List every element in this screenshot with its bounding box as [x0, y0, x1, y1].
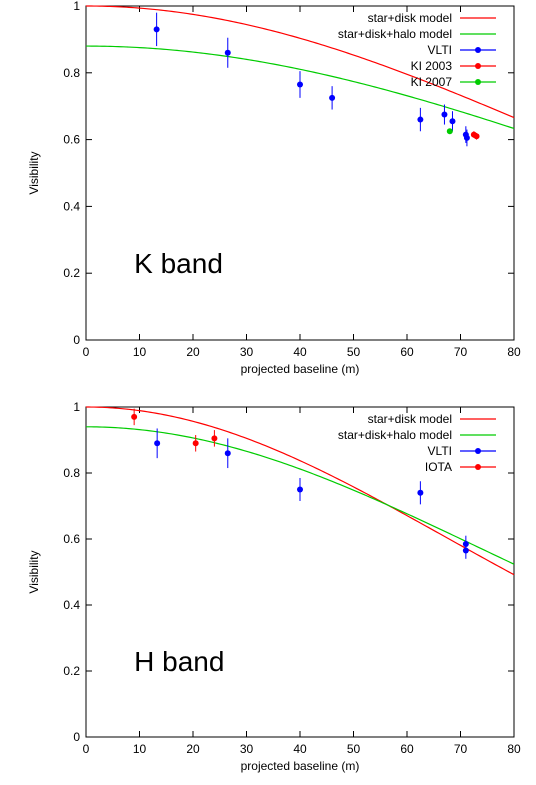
x-axis-label: projected baseline (m): [241, 362, 360, 376]
x-tick-label: 50: [347, 742, 361, 756]
y-tick-label: 0.6: [63, 133, 80, 147]
data-point-ki-2007: [446, 128, 453, 135]
model-curve-star-disk: [85, 406, 515, 576]
legend-marker: [475, 448, 481, 454]
y-tick-label: 0.2: [63, 664, 80, 678]
legend-label: IOTA: [425, 460, 452, 474]
data-point-vlti: [329, 94, 336, 101]
y-axis-label: Visibility: [27, 151, 41, 194]
y-tick-label: 1: [73, 400, 80, 414]
legend-label: VLTI: [428, 444, 452, 458]
model-curve-star-disk: [85, 5, 515, 119]
legend-marker: [475, 464, 481, 470]
legend-marker: [475, 79, 481, 85]
y-tick-label: 0: [73, 730, 80, 744]
data-point-vlti: [224, 49, 231, 56]
data-point-vlti: [449, 118, 456, 125]
x-tick-label: 80: [507, 345, 521, 359]
data-point-vlti: [153, 26, 160, 33]
legend-label: VLTI: [428, 43, 452, 57]
x-tick-label: 10: [133, 345, 147, 359]
y-tick-label: 0: [73, 333, 80, 347]
panel-h-band: 0 10 20 30 40 50 60 70 80 0 0.2 0.4 0.6 0.8 1 projected…: [27, 400, 521, 773]
data-point-vlti: [297, 486, 303, 493]
legend-label: KI 2007: [411, 75, 453, 89]
data-point-iota: [131, 413, 138, 420]
x-tick-label: 50: [347, 345, 361, 359]
legend-label: star+disk+halo model: [338, 428, 452, 442]
x-tick-label: 80: [507, 742, 521, 756]
legend-marker: [475, 63, 481, 69]
band-label: K band: [134, 248, 223, 279]
y-tick-label: 0.4: [63, 598, 80, 612]
x-tick-label: 40: [293, 742, 307, 756]
data-point-vlti: [154, 440, 161, 447]
x-tick-label: 30: [240, 742, 254, 756]
data-point-vlti: [297, 81, 303, 88]
data-point-ki-2003: [473, 133, 480, 140]
y-axis-label: Visibility: [27, 550, 41, 593]
y-tick-label: 0.6: [63, 532, 80, 546]
data-point-vlti: [463, 134, 470, 141]
panel-k-band: 0 10 20 30 40 50 60 70 80 0 0.2 0.4 0.6 0.8 1 projected…: [27, 0, 521, 376]
legend-label: star+disk+halo model: [338, 27, 452, 41]
legend-marker: [475, 47, 481, 53]
data-point-vlti: [224, 450, 231, 457]
data-point-vlti: [441, 111, 448, 118]
y-tick-label: 1: [73, 0, 80, 13]
x-tick-label: 20: [186, 742, 200, 756]
data-point-vlti: [462, 547, 469, 554]
legend-label: KI 2003: [411, 59, 453, 73]
x-tick-label: 0: [83, 345, 90, 359]
band-label: H band: [134, 646, 224, 677]
x-axis-label: projected baseline (m): [241, 759, 360, 773]
x-tick-label: 60: [400, 345, 414, 359]
legend-label: star+disk model: [368, 412, 452, 426]
x-tick-label: 40: [293, 345, 307, 359]
x-tick-label: 60: [400, 742, 414, 756]
x-tick-label: 10: [133, 742, 147, 756]
y-tick-label: 0.4: [63, 199, 80, 213]
y-tick-label: 0.8: [63, 466, 80, 480]
data-point-vlti: [417, 116, 424, 123]
x-tick-label: 70: [454, 742, 468, 756]
x-tick-label: 70: [454, 345, 468, 359]
y-tick-label: 0.8: [63, 66, 80, 80]
y-tick-label: 0.2: [63, 266, 80, 280]
data-point-iota: [211, 435, 218, 442]
legend-label: star+disk model: [368, 11, 452, 25]
model-curve-star-disk-halo: [86, 45, 515, 130]
x-tick-label: 20: [186, 345, 200, 359]
x-tick-label: 0: [83, 742, 90, 756]
data-point-vlti: [417, 489, 424, 496]
x-tick-label: 30: [240, 345, 254, 359]
data-point-iota: [192, 440, 199, 447]
